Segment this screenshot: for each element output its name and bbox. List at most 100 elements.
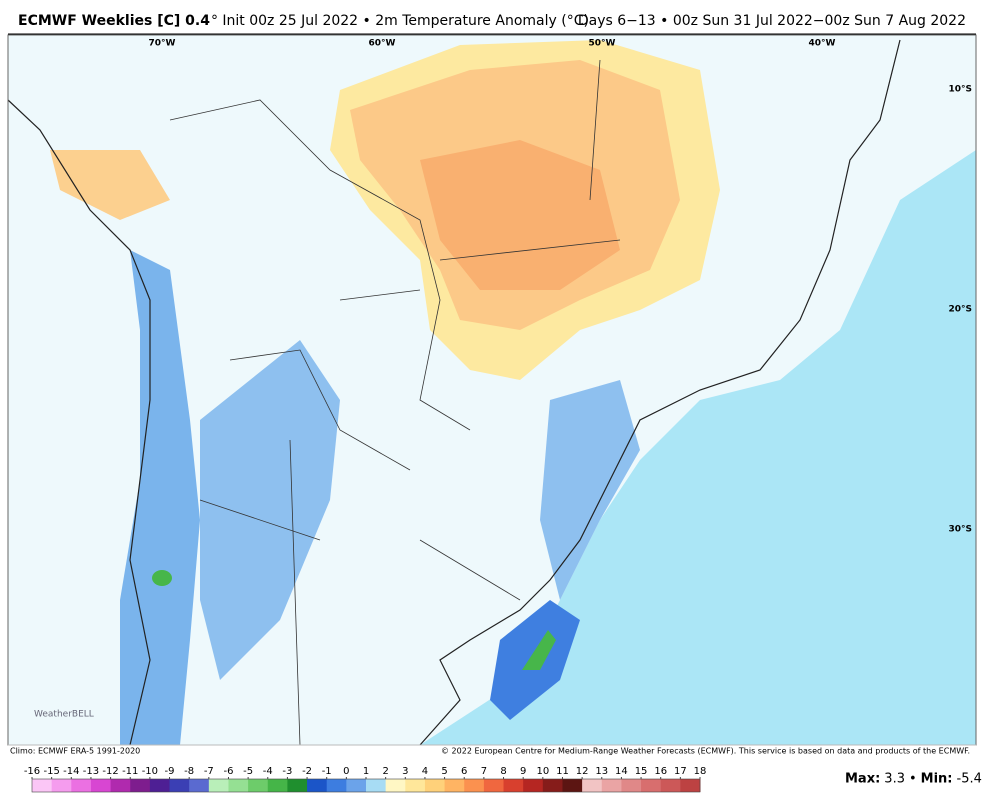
borders: [169, 59, 621, 745]
colorbar-cell: [228, 779, 249, 792]
colorbar-cell: [189, 779, 210, 792]
stat-text: •: [909, 772, 917, 787]
lon-label: 50°W: [589, 39, 616, 49]
coastline-east: [419, 39, 901, 745]
colorbar-label: 17: [674, 766, 687, 777]
colorbar-label: 5: [441, 766, 447, 777]
title-rest: ° Init 00z 25 Jul 2022 • 2m Temperature …: [211, 13, 589, 29]
colorbar-cell: [680, 779, 701, 792]
colorbar-label: -6: [223, 766, 233, 777]
colorbar-cell: [542, 779, 563, 792]
lat-label: 20°S: [948, 305, 972, 315]
colorbar-label: 7: [481, 766, 487, 777]
colorbar-cell: [385, 779, 406, 792]
colorbar-label: 11: [556, 766, 569, 777]
colorbar-label: -3: [282, 766, 292, 777]
colorbar-cell: [444, 779, 465, 792]
cold-west: [200, 340, 340, 680]
colorbar-label: 14: [615, 766, 628, 777]
colorbar-label: -7: [204, 766, 214, 777]
colorbar-cell: [71, 779, 92, 792]
lon-label: 70°W: [149, 39, 176, 49]
colorbar-label: -4: [263, 766, 273, 777]
colorbar-cell: [130, 779, 151, 792]
colorbar-label: -9: [165, 766, 175, 777]
stat-text: Max:: [845, 772, 880, 787]
lat-label: 10°S: [948, 85, 972, 95]
colorbar-label: -14: [63, 766, 79, 777]
colorbar-cell: [169, 779, 190, 792]
stat-text: 3.3: [884, 772, 905, 787]
colorbar-label: -1: [322, 766, 332, 777]
cold-coast: [540, 380, 640, 600]
colorbar-cell: [346, 779, 367, 792]
colorbar-cell: [660, 779, 681, 792]
colorbar-label: 13: [595, 766, 608, 777]
colorbar-cell: [405, 779, 426, 792]
colorbar-cell: [51, 779, 72, 792]
copyright: © 2022 European Centre for Medium-Range …: [441, 747, 970, 756]
colorbar-label: 8: [500, 766, 506, 777]
colorbar-label: 10: [536, 766, 549, 777]
colorbar-label: 9: [520, 766, 526, 777]
stats: Max: 3.3 • Min: -5.4: [845, 772, 982, 787]
colorbar-cell: [464, 779, 485, 792]
warm-peak: [420, 140, 620, 290]
colorbar-label: -16: [24, 766, 40, 777]
stat-text: Min:: [921, 772, 953, 787]
colorbar-label: -10: [142, 766, 158, 777]
colorbar-label: 12: [576, 766, 589, 777]
colorbar-cell: [424, 779, 446, 792]
colorbar-label: -11: [122, 766, 138, 777]
colorbar-label: 15: [635, 766, 648, 777]
lon-label: 40°W: [809, 39, 836, 49]
cold-andes: [120, 250, 200, 745]
colorbar-cell: [307, 779, 328, 792]
colorbar-cell: [483, 779, 505, 792]
colorbar-cell: [110, 779, 131, 792]
warm-andes: [50, 150, 170, 220]
colorbar-label: -15: [43, 766, 59, 777]
colorbar-label: -5: [243, 766, 253, 777]
colorbar-label: 4: [422, 766, 428, 777]
colorbar-label: -8: [184, 766, 194, 777]
colorbar-cell: [326, 779, 347, 792]
colorbar-cell: [149, 779, 171, 792]
colorbar-label: 6: [461, 766, 467, 777]
colorbar-cell: [523, 779, 544, 792]
map: 70°W 60°W 50°W 40°W 10°S 20°S 30°S: [7, 34, 977, 746]
colorbar-cell: [248, 779, 269, 792]
logo: WeatherBELL: [34, 710, 94, 720]
stat-text: -5.4: [957, 772, 982, 787]
colorbar-cell: [208, 779, 229, 792]
colorbar-cell: [621, 779, 642, 792]
colorbar-label: 18: [694, 766, 707, 777]
colorbar-cell: [582, 779, 603, 792]
colorbar-label: 1: [363, 766, 369, 777]
lat-label: 30°S: [948, 525, 972, 535]
cold-peak: [522, 630, 556, 670]
coastline-west: [8, 99, 151, 745]
colorbar-label: 16: [654, 766, 667, 777]
colorbar-label: 0: [343, 766, 349, 777]
valid-time: Days 6−13 • 00z Sun 31 Jul 2022−00z Sun …: [578, 13, 966, 29]
colorbar-label: 2: [382, 766, 388, 777]
colorbar-cell: [287, 779, 308, 792]
title-bold: ECMWF Weeklies [C] 0.4: [18, 13, 210, 29]
colorbar-label: 3: [402, 766, 408, 777]
colorbar-cell: [90, 779, 112, 792]
lon-label: 60°W: [369, 39, 396, 49]
colorbar-cell: [366, 779, 387, 792]
colorbar-cell: [503, 779, 524, 792]
colorbar-cell: [267, 779, 288, 792]
cold-peak-andes: [152, 570, 172, 586]
colorbar: -16 -15 -14 -13 -12 -11 -10 -9 -8 -7 -6 -5 -4 -3 -2 -1 0…: [24, 766, 707, 793]
colorbar-label: -2: [302, 766, 312, 777]
colorbar-label: -12: [102, 766, 118, 777]
colorbar-cell: [562, 779, 583, 792]
climo-note: Climo: ECMWF ERA-5 1991-2020: [10, 747, 140, 756]
colorbar-cell: [641, 779, 662, 792]
colorbar-cell: [601, 779, 622, 792]
colorbar-label: -13: [83, 766, 99, 777]
